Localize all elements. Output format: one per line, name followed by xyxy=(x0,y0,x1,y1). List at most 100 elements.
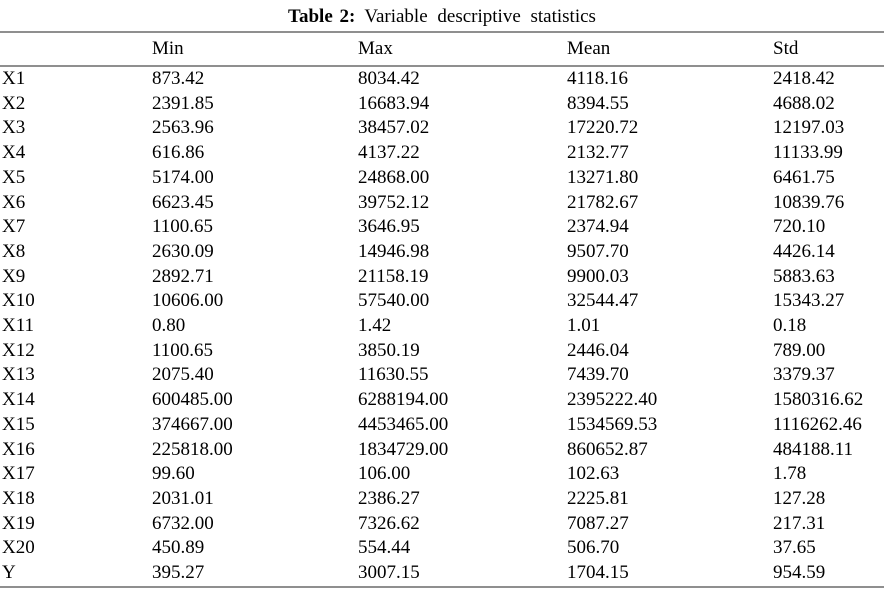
cell-max: 4453465.00 xyxy=(358,413,449,435)
cell-min: 2391.85 xyxy=(152,92,214,114)
cell-max: 106.00 xyxy=(358,463,411,485)
cell-std: 954.59 xyxy=(773,562,826,584)
table-row: X20 450.89 554.44 506.70 37.65 xyxy=(0,536,884,561)
cell-max: 4137.22 xyxy=(358,142,420,164)
cell-min: 99.60 xyxy=(152,463,195,485)
cell-std: 720.10 xyxy=(773,216,826,238)
cell-min: 2892.71 xyxy=(152,265,214,287)
cell-mean: 2395222.40 xyxy=(567,389,658,411)
cell-min: 225818.00 xyxy=(152,438,233,460)
cell-mean: 2225.81 xyxy=(567,487,629,509)
cell-max: 2386.27 xyxy=(358,487,420,509)
table-row: X4 616.86 4137.22 2132.77 11133.99 xyxy=(0,141,884,166)
cell-max: 6288194.00 xyxy=(358,389,449,411)
header-row: Min Max Mean Std xyxy=(0,31,884,67)
cell-mean: 17220.72 xyxy=(567,117,639,139)
cell-std: 10839.76 xyxy=(773,191,845,213)
cell-std: 0.18 xyxy=(773,315,807,337)
cell-max: 14946.98 xyxy=(358,240,430,262)
caption-label: Table 2: xyxy=(288,6,356,27)
cell-std: 12197.03 xyxy=(773,117,845,139)
table-row: X1 873.42 8034.42 4118.16 2418.42 xyxy=(0,66,884,92)
row-label: X4 xyxy=(2,142,26,164)
cell-mean: 102.63 xyxy=(567,463,620,485)
header-variable xyxy=(0,31,152,67)
cell-std: 1.78 xyxy=(773,463,807,485)
header-max: Max xyxy=(358,31,567,67)
row-label: X20 xyxy=(2,537,35,559)
cell-min: 6623.45 xyxy=(152,191,214,213)
cell-mean: 1.01 xyxy=(567,315,601,337)
row-label: X8 xyxy=(2,240,26,262)
cell-max: 8034.42 xyxy=(358,68,420,89)
cell-min: 6732.00 xyxy=(152,512,214,534)
cell-min: 0.80 xyxy=(152,315,186,337)
table-row: X8 2630.09 14946.98 9507.70 4426.14 xyxy=(0,240,884,265)
table-row: X11 0.80 1.42 1.01 0.18 xyxy=(0,314,884,339)
cell-std: 217.31 xyxy=(773,512,826,534)
cell-min: 2031.01 xyxy=(152,487,214,509)
cell-min: 374667.00 xyxy=(152,413,233,435)
cell-mean: 506.70 xyxy=(567,537,620,559)
row-label: X11 xyxy=(2,315,35,337)
table-row: X17 99.60 106.00 102.63 1.78 xyxy=(0,462,884,487)
row-label: X14 xyxy=(2,389,35,411)
header-std: Std xyxy=(773,31,884,67)
cell-min: 1100.65 xyxy=(152,339,214,361)
cell-max: 1.42 xyxy=(358,315,392,337)
cell-std: 4426.14 xyxy=(773,240,835,262)
cell-max: 24868.00 xyxy=(358,166,430,188)
row-label: X16 xyxy=(2,438,35,460)
cell-mean: 13271.80 xyxy=(567,166,639,188)
cell-max: 57540.00 xyxy=(358,290,430,312)
cell-mean: 21782.67 xyxy=(567,191,639,213)
row-label: X13 xyxy=(2,364,35,386)
table-row: X10 10606.00 57540.00 32544.47 15343.27 xyxy=(0,289,884,314)
table-row: X9 2892.71 21158.19 9900.03 5883.63 xyxy=(0,265,884,290)
cell-mean: 32544.47 xyxy=(567,290,639,312)
cell-max: 3646.95 xyxy=(358,216,420,238)
cell-min: 1100.65 xyxy=(152,216,214,238)
row-label: X1 xyxy=(2,68,26,89)
table-caption: Table 2: Variable descriptive statistics xyxy=(0,0,884,31)
table-row: X5 5174.00 24868.00 13271.80 6461.75 xyxy=(0,166,884,191)
cell-std: 2418.42 xyxy=(773,68,835,89)
table-row: X2 2391.85 16683.94 8394.55 4688.02 xyxy=(0,92,884,117)
cell-min: 600485.00 xyxy=(152,389,233,411)
row-label: X18 xyxy=(2,487,35,509)
cell-mean: 7087.27 xyxy=(567,512,629,534)
cell-mean: 7439.70 xyxy=(567,364,629,386)
table-row: X14 600485.00 6288194.00 2395222.40 1580316.… xyxy=(0,388,884,413)
cell-std: 5883.63 xyxy=(773,265,835,287)
cell-min: 2630.09 xyxy=(152,240,214,262)
row-label: X12 xyxy=(2,339,35,361)
cell-std: 11133.99 xyxy=(773,142,843,164)
cell-std: 4688.02 xyxy=(773,92,835,114)
header-min: Min xyxy=(152,31,358,67)
cell-mean: 4118.16 xyxy=(567,68,629,89)
table-body: X1 873.42 8034.42 4118.16 2418.42 X2 2391.85 16… xyxy=(0,66,884,587)
row-label: X9 xyxy=(2,265,26,287)
row-label: X2 xyxy=(2,92,26,114)
cell-min: 2563.96 xyxy=(152,117,214,139)
cell-min: 450.89 xyxy=(152,537,205,559)
cell-max: 1834729.00 xyxy=(358,438,449,460)
row-label: X5 xyxy=(2,166,26,188)
table-row: X15 374667.00 4453465.00 1534569.53 1116262.… xyxy=(0,413,884,438)
cell-mean: 2446.04 xyxy=(567,339,629,361)
cell-max: 3850.19 xyxy=(358,339,420,361)
cell-mean: 860652.87 xyxy=(567,438,648,460)
row-label: X10 xyxy=(2,290,35,312)
cell-min: 2075.40 xyxy=(152,364,214,386)
cell-std: 15343.27 xyxy=(773,290,845,312)
cell-std: 1116262.46 xyxy=(773,413,862,435)
table-row: X16 225818.00 1834729.00 860652.87 484188.11 xyxy=(0,438,884,463)
cell-max: 39752.12 xyxy=(358,191,430,213)
cell-max: 38457.02 xyxy=(358,117,430,139)
cell-min: 395.27 xyxy=(152,562,205,584)
cell-std: 1580316.62 xyxy=(773,389,864,411)
row-label: X6 xyxy=(2,191,26,213)
table-row: X18 2031.01 2386.27 2225.81 127.28 xyxy=(0,487,884,512)
cell-max: 16683.94 xyxy=(358,92,430,114)
